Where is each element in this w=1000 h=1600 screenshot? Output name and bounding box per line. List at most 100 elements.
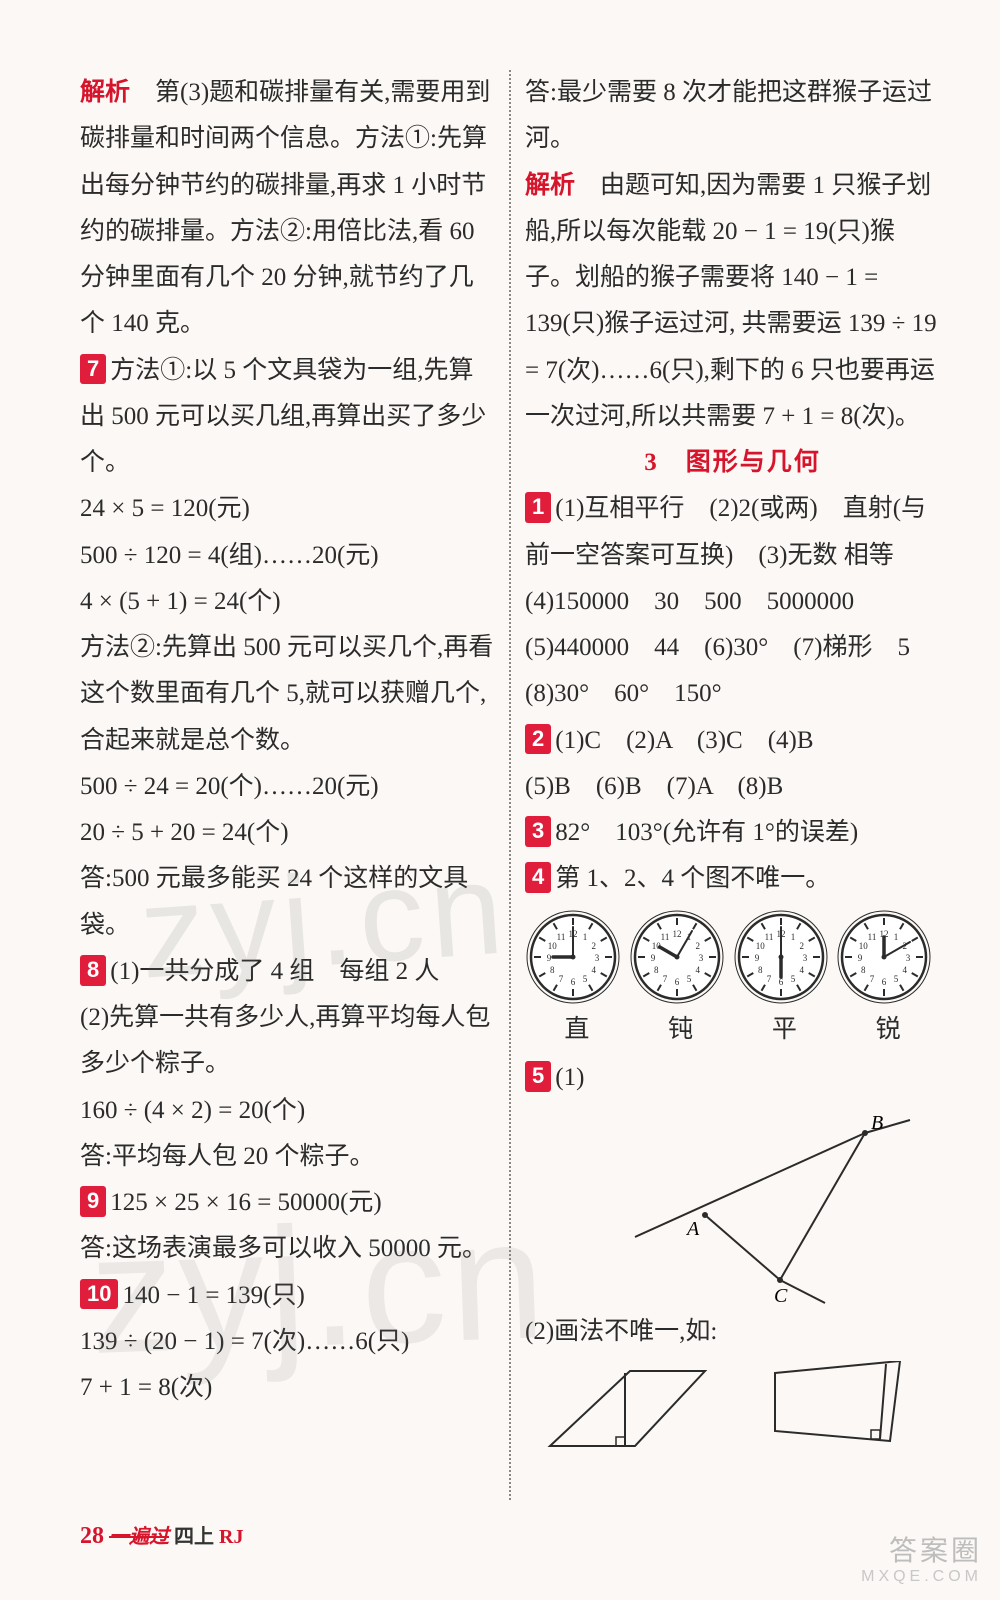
clock-0: 121234567891011 直: [525, 909, 629, 1053]
q7-line: 方法②:先算出 500 元可以买几个,再看这个数里面有几个 5,就可以获赠几个,…: [80, 625, 495, 764]
footer-brand: 一遍过: [109, 1526, 169, 1548]
svg-text:8: 8: [861, 965, 866, 975]
q8-text-a: (1)一共分成了 4 组 每组 2 人: [110, 958, 439, 985]
q8-line: (2)先算一共有多少人,再算平均每人包多少个粽子。: [80, 995, 495, 1088]
q9-text-a: 125 × 25 × 16 = 50000(元): [110, 1189, 381, 1216]
analysis-label: 解析: [525, 172, 575, 199]
q5-line: (2)画法不唯一,如:: [525, 1309, 940, 1355]
footer-version: RJ: [219, 1526, 243, 1548]
svg-text:6: 6: [882, 977, 887, 987]
svg-text:11: 11: [868, 932, 877, 942]
analysis-text: 第(3)题和碳排量有关,需要用到碳排量和时间两个信息。方法①:先算出每分钟节约的…: [80, 79, 490, 337]
q7-line: 20 ÷ 5 + 20 = 24(个): [80, 810, 495, 856]
clock-label: 直: [525, 1007, 629, 1053]
svg-text:8: 8: [757, 965, 762, 975]
corner-big: 答案圈: [861, 1535, 982, 1567]
svg-text:2: 2: [695, 941, 700, 951]
left-column: 解析 第(3)题和碳排量有关,需要用到碳排量和时间两个信息。方法①:先算出每分钟…: [80, 70, 511, 1500]
q8-line: 答:平均每人包 20 个粽子。: [80, 1134, 495, 1180]
svg-text:10: 10: [859, 941, 869, 951]
svg-text:B: B: [871, 1112, 883, 1134]
svg-text:9: 9: [754, 953, 759, 963]
svg-text:3: 3: [802, 953, 807, 963]
svg-text:7: 7: [870, 973, 875, 983]
svg-text:11: 11: [764, 932, 773, 942]
svg-text:6: 6: [571, 977, 576, 987]
clock-label: 锐: [836, 1007, 940, 1053]
svg-text:1: 1: [583, 932, 588, 942]
q7-line: 4 × (5 + 1) = 24(个): [80, 579, 495, 625]
right-column: 答:最少需要 8 次才能把这群猴子运过河。 解析 由题可知,因为需要 1 只猴子…: [511, 70, 940, 1500]
svg-text:3: 3: [595, 953, 600, 963]
svg-text:9: 9: [858, 953, 863, 963]
svg-text:7: 7: [663, 973, 668, 983]
q7: 7方法①:以 5 个文具袋为一组,先算出 500 元可以买几组,再算出买了多少个…: [80, 348, 495, 487]
svg-text:9: 9: [547, 953, 552, 963]
q2-text-a: (1)C (2)A (3)C (4)B: [555, 727, 813, 754]
q7-line: 500 ÷ 120 = 4(组)……20(元): [80, 533, 495, 579]
q1-number: 1: [525, 492, 551, 523]
q9: 9125 × 25 × 16 = 50000(元): [80, 1180, 495, 1226]
clock-1: 121234567891011 钝: [629, 909, 733, 1053]
answer-line: 答:最少需要 8 次才能把这群猴子运过河。: [525, 70, 940, 163]
q1-text: (1)互相平行 (2)2(或两) 直射(与前一空答案可互换) (3)无数 相等 …: [525, 495, 926, 707]
svg-text:8: 8: [654, 965, 659, 975]
q7-line: 答:500 元最多能买 24 个这样的文具袋。: [80, 856, 495, 949]
clock-label: 钝: [629, 1007, 733, 1053]
page-footer: 28 一遍过 四上 RJ: [80, 1514, 243, 1558]
section-heading: 3 图形与几何: [525, 440, 940, 486]
svg-text:2: 2: [799, 941, 804, 951]
svg-text:8: 8: [550, 965, 555, 975]
svg-text:7: 7: [766, 973, 771, 983]
q8: 8(1)一共分成了 4 组 每组 2 人: [80, 949, 495, 995]
svg-text:4: 4: [903, 965, 908, 975]
triangle-figure: A B C: [615, 1105, 940, 1305]
q4-number: 4: [525, 862, 551, 893]
q4: 4第 1、2、4 个图不唯一。: [525, 856, 940, 902]
svg-text:5: 5: [894, 973, 899, 983]
svg-text:9: 9: [651, 953, 656, 963]
q5-number: 5: [525, 1061, 551, 1092]
svg-text:A: A: [685, 1218, 700, 1240]
q7-number: 7: [80, 354, 106, 385]
svg-text:3: 3: [699, 953, 704, 963]
q10-text-a: 140 − 1 = 139(只): [122, 1282, 304, 1309]
q8-number: 8: [80, 955, 106, 986]
clock-3: 121234567891011 锐: [836, 909, 940, 1053]
q2: 2(1)C (2)A (3)C (4)B: [525, 718, 940, 764]
svg-text:5: 5: [687, 973, 692, 983]
clock-2: 121234567891011 平: [733, 909, 837, 1053]
svg-text:1: 1: [894, 932, 899, 942]
q10-line: 7 + 1 = 8(次): [80, 1365, 495, 1411]
q3-number: 3: [525, 816, 551, 847]
q3: 382° 103°(允许有 1°的误差): [525, 810, 940, 856]
q2-number: 2: [525, 724, 551, 755]
q2-line: (5)B (6)B (7)A (8)B: [525, 764, 940, 810]
quad-figures: [535, 1361, 940, 1456]
analysis-block: 解析 第(3)题和碳排量有关,需要用到碳排量和时间两个信息。方法①:先算出每分钟…: [80, 70, 495, 348]
q9-number: 9: [80, 1186, 106, 1217]
footer-grade: 四上: [174, 1526, 214, 1548]
svg-text:6: 6: [675, 977, 680, 987]
svg-text:11: 11: [660, 932, 669, 942]
q10-number: 10: [80, 1279, 118, 1310]
analysis-label: 解析: [80, 79, 130, 106]
svg-text:3: 3: [906, 953, 911, 963]
svg-text:7: 7: [559, 973, 564, 983]
svg-text:5: 5: [790, 973, 795, 983]
corner-watermark: 答案圈 MXQE.COM: [861, 1535, 982, 1586]
svg-text:2: 2: [592, 941, 597, 951]
svg-text:4: 4: [592, 965, 597, 975]
two-column-layout: 解析 第(3)题和碳排量有关,需要用到碳排量和时间两个信息。方法①:先算出每分钟…: [80, 70, 940, 1500]
q4-text: 第 1、2、4 个图不唯一。: [555, 865, 830, 892]
q5: 5(1): [525, 1055, 940, 1101]
q9-line: 答:这场表演最多可以收入 50000 元。: [80, 1226, 495, 1272]
svg-text:5: 5: [583, 973, 588, 983]
svg-text:C: C: [774, 1285, 788, 1305]
clock-label: 平: [733, 1007, 837, 1053]
q10-line: 139 ÷ (20 − 1) = 7(次)……6(只): [80, 1319, 495, 1365]
q7-line: 500 ÷ 24 = 20(个)……20(元): [80, 764, 495, 810]
svg-text:1: 1: [790, 932, 795, 942]
svg-text:4: 4: [799, 965, 804, 975]
q5-text-a: (1): [555, 1064, 584, 1091]
